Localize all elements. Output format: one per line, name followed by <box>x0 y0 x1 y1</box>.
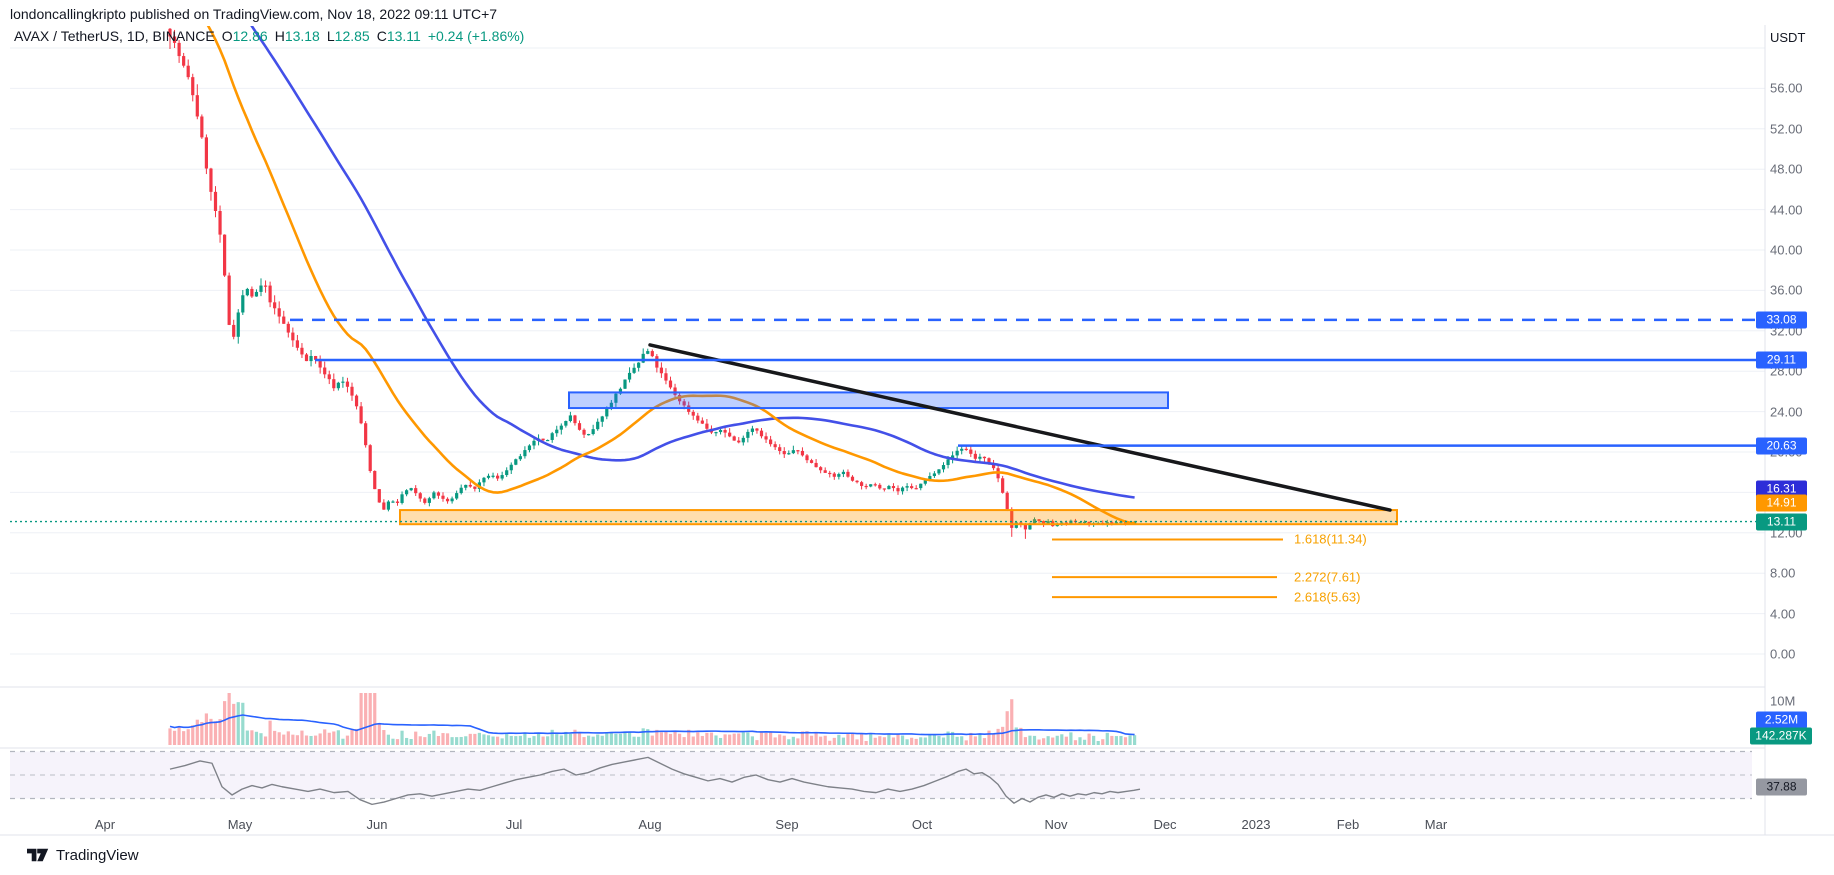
time-axis-label-Nov[interactable]: Nov <box>1044 817 1068 832</box>
price-axis-tick-36.00[interactable]: 36.00 <box>1770 282 1803 298</box>
volume-current-tag: 142.287K <box>1750 727 1812 745</box>
time-axis-label-Mar[interactable]: Mar <box>1424 817 1448 832</box>
candlestick-series <box>168 28 1137 539</box>
price-axis-tick-56.00[interactable]: 56.00 <box>1770 80 1803 96</box>
price-axis-tick-52.00[interactable]: 52.00 <box>1770 121 1803 137</box>
time-axis-label-May[interactable]: May <box>227 817 253 832</box>
ohlc-value: 13.11 <box>386 28 421 44</box>
time-axis-label-Sep[interactable]: Sep <box>775 817 799 832</box>
tradingview-logo-text: TradingView <box>56 846 139 864</box>
ohlc-key: O <box>221 28 233 44</box>
price-axis-tick-0.00[interactable]: 0.00 <box>1770 646 1796 662</box>
time-axis-label-Aug[interactable]: Aug <box>638 817 662 832</box>
ohlc-values: O12.86 H13.18 L12.85 C13.11 <box>215 28 421 44</box>
ohlc-value: 12.85 <box>334 28 370 44</box>
descending-trendline <box>648 343 1392 512</box>
tradingview-logo[interactable]: TradingView <box>27 846 139 864</box>
time-axis-label-2023[interactable]: 2023 <box>1241 817 1271 832</box>
quote-currency-label: USDT <box>1770 30 1806 45</box>
time-axis-label-Jul[interactable]: Jul <box>505 817 523 832</box>
ma-blue-value-tag: 16.31 <box>1756 480 1807 498</box>
price-axis-tick-8.00[interactable]: 8.00 <box>1770 565 1796 581</box>
tradingview-logo-icon <box>27 848 49 862</box>
price-axis-tick-40.00[interactable]: 40.00 <box>1770 242 1803 258</box>
last-price-tag: 13.11 <box>1756 513 1807 531</box>
ohlc-key: L <box>326 28 335 44</box>
ohlc-value: 12.86 <box>232 28 268 44</box>
price-axis-tick-44.00[interactable]: 44.00 <box>1770 202 1803 218</box>
volume-pane <box>168 693 1137 745</box>
price-axis-tick-24.00[interactable]: 24.00 <box>1770 404 1803 420</box>
time-axis-label-Dec[interactable]: Dec <box>1153 817 1177 832</box>
moving-averages <box>206 26 1135 525</box>
price-tag-29-11: 29.11 <box>1756 351 1807 369</box>
price-axis-tick-4.00[interactable]: 4.00 <box>1770 606 1796 622</box>
time-axis-label-Feb[interactable]: Feb <box>1336 817 1360 832</box>
time-axis-label-Apr[interactable]: Apr <box>94 817 116 832</box>
indicator-value-tag: 37.88 <box>1756 778 1807 796</box>
rsi-pane <box>10 750 1752 806</box>
symbol-legend[interactable]: AVAX / TetherUS, 1D, BINANCE O12.86 H13.18… <box>14 28 524 44</box>
price-tag-33-08: 33.08 <box>1756 311 1807 329</box>
fib-extension-label: 2.618(5.63) <box>1294 589 1361 605</box>
ma-orange-value-tag: 14.91 <box>1756 494 1807 512</box>
price-axis-tick-48.00[interactable]: 48.00 <box>1770 161 1803 177</box>
change-value: +0.24 (+1.86%) <box>427 28 525 44</box>
ohlc-key: C <box>376 28 387 44</box>
support-zone-orange <box>399 509 1398 526</box>
time-axis-label-Jun[interactable]: Jun <box>366 817 388 832</box>
published-attribution-line: londoncallingkripto published on Trading… <box>10 6 498 22</box>
volume-ma-tag: 2.52M <box>1756 711 1807 729</box>
fib-extension-label: 1.618(11.34) <box>1294 531 1367 547</box>
time-axis-label-Oct[interactable]: Oct <box>911 817 933 832</box>
ohlc-key: H <box>274 28 285 44</box>
fib-extension-label: 2.272(7.61) <box>1294 569 1361 585</box>
ohlc-value: 13.18 <box>284 28 320 44</box>
price-tag-20-63: 20.63 <box>1756 437 1807 455</box>
volume-axis-tick[interactable]: 10M <box>1770 693 1796 709</box>
symbol-title: AVAX / TetherUS, 1D, BINANCE <box>14 28 215 44</box>
